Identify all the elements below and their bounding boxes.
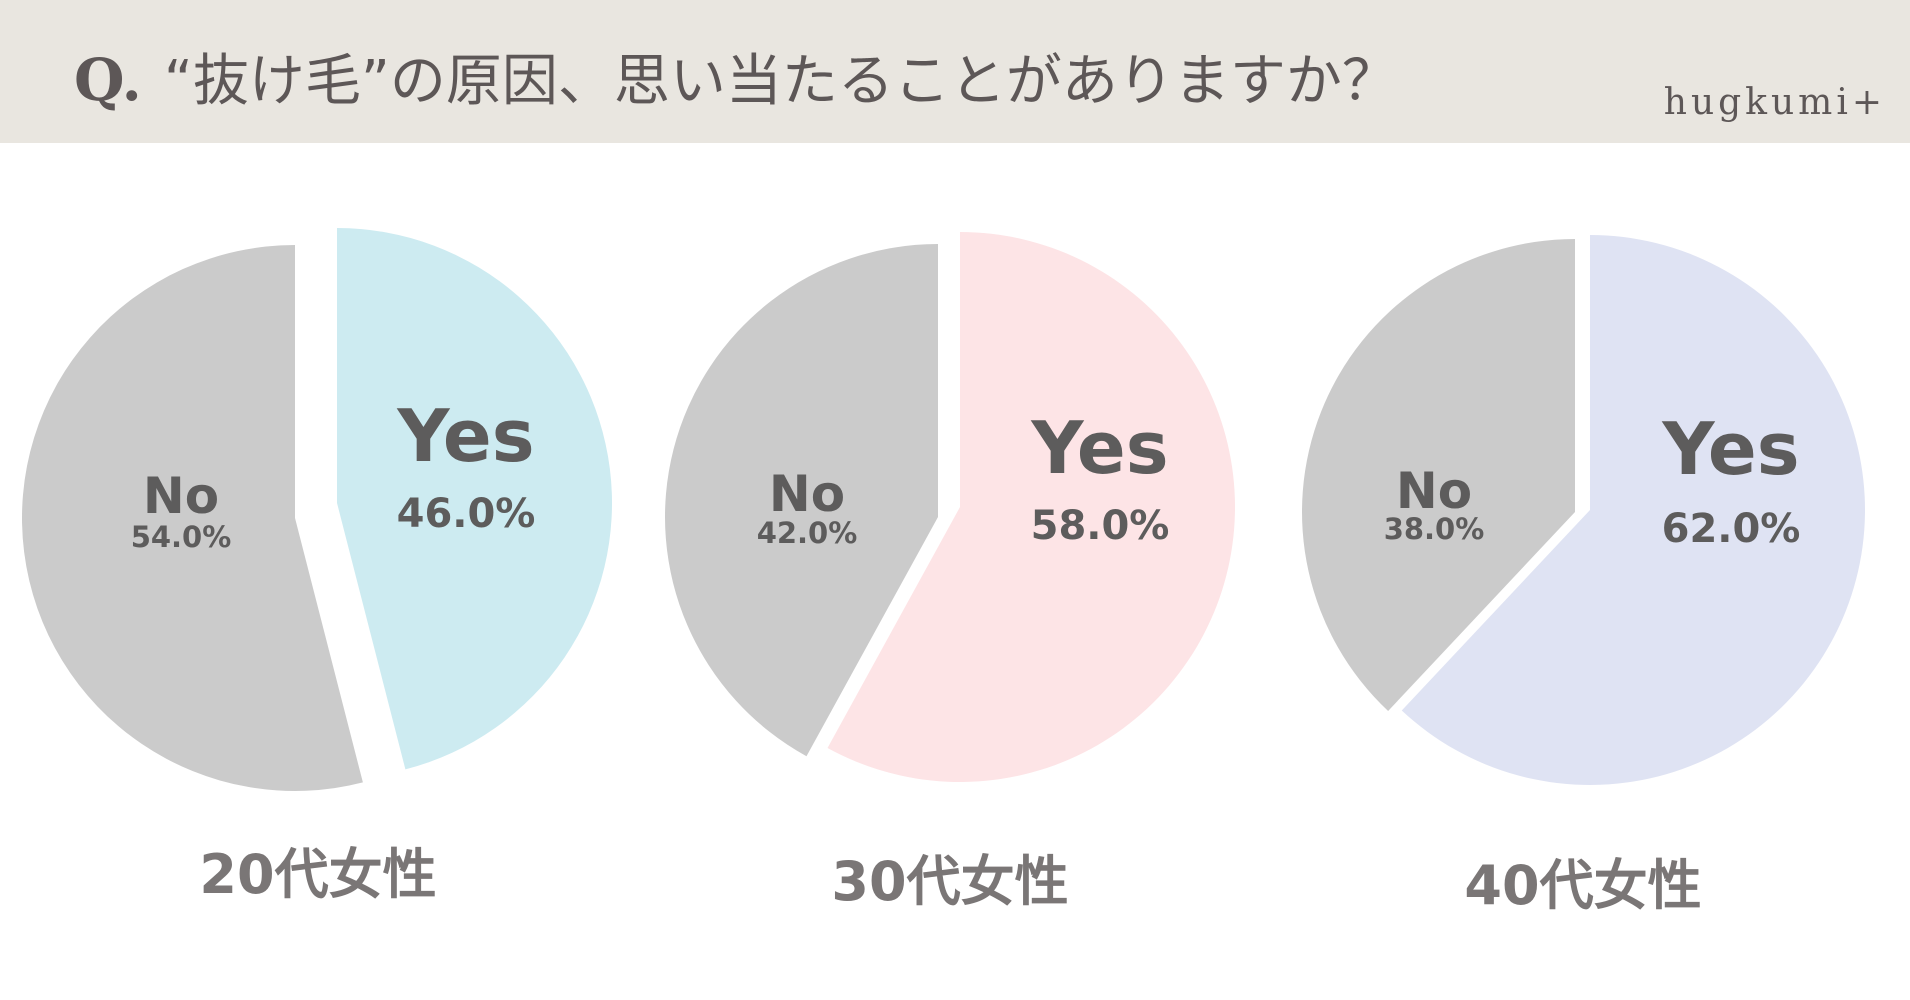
yes-label: Yes xyxy=(1030,406,1168,490)
no-percent-label: 42.0% xyxy=(757,516,858,550)
question-text: “抜け毛”の原因、思い当たることがありますか？ xyxy=(163,49,1398,114)
yes-label: Yes xyxy=(396,394,534,478)
no-label: No xyxy=(769,465,845,523)
age-group-label: 40代女性 xyxy=(1464,854,1701,917)
yes-percent-label: 62.0% xyxy=(1662,506,1801,552)
brand-logo: hugkumi+ xyxy=(1663,82,1886,123)
pie-slice-yes xyxy=(827,232,1236,782)
no-percent-label: 54.0% xyxy=(131,520,232,554)
no-percent-label: 38.0% xyxy=(1384,512,1485,546)
pie-slice-no xyxy=(1302,239,1575,712)
yes-label: Yes xyxy=(1661,407,1799,491)
pie-slice-no xyxy=(665,244,938,757)
no-label: No xyxy=(143,467,219,525)
pie-chart-1 xyxy=(21,228,612,791)
question-mark-label: Q. xyxy=(74,46,142,114)
age-group-label: 20代女性 xyxy=(199,843,436,906)
pie-slice-no xyxy=(21,245,363,791)
pie-chart-2 xyxy=(665,232,1236,782)
yes-percent-label: 58.0% xyxy=(1031,503,1170,549)
age-group-label: 30代女性 xyxy=(831,850,1068,913)
pie-slice-yes xyxy=(1401,235,1865,785)
pie-slice-yes xyxy=(337,228,612,770)
pie-chart-3 xyxy=(1302,235,1865,785)
header-bar: Q. “抜け毛”の原因、思い当たることがありますか？ hugkumi+ xyxy=(0,0,1910,143)
yes-percent-label: 46.0% xyxy=(397,491,536,537)
no-label: No xyxy=(1396,462,1472,520)
question-title: Q. “抜け毛”の原因、思い当たることがありますか？ xyxy=(74,40,1398,120)
